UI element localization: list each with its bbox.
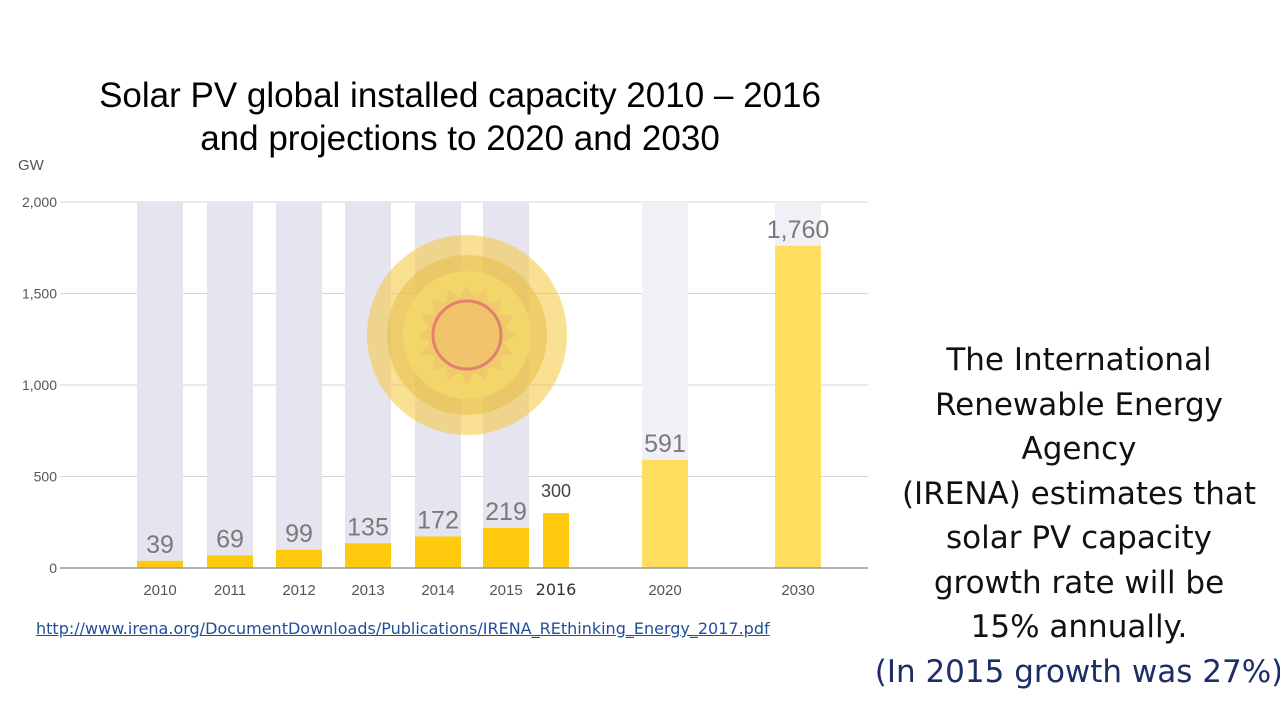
x-tick-label: 2020: [648, 582, 681, 599]
sun-icon: [367, 235, 567, 435]
data-label: 1,760: [767, 216, 830, 244]
data-label: 135: [347, 513, 389, 541]
bar: [775, 245, 821, 569]
irena-note: The International Renewable Energy Agenc…: [874, 338, 1280, 694]
y-axis-label: GW: [18, 157, 45, 174]
x-tick-label: 2014: [421, 582, 454, 599]
x-tick-label: 2013: [351, 582, 384, 599]
y-tick-label: 2,000: [22, 194, 57, 210]
y-tick-label: 1,000: [22, 377, 57, 393]
x-tick-label: 2011: [214, 582, 246, 599]
data-label: 39: [146, 531, 174, 559]
bar-chart: 39 69 99 135 172 219 300 591 1,760 0 500 1,000 1,50…: [18, 157, 868, 599]
x-tick-label: 2016: [536, 580, 577, 599]
chart-title-line-1: Solar PV global installed capacity 2010 …: [99, 76, 821, 115]
chart-title-line-2: and projections to 2020 and 2030: [200, 119, 720, 158]
background-column: [207, 202, 253, 568]
data-label: 219: [485, 498, 527, 526]
bar: [207, 555, 253, 568]
note-line: Renewable Energy Agency: [934, 386, 1224, 468]
note-highlight: (In 2015 growth was 27%): [874, 653, 1280, 690]
bars: [137, 245, 821, 569]
bar: [345, 543, 391, 568]
y-tick-label: 1,500: [22, 286, 57, 302]
background-column: [276, 202, 322, 568]
sun-core: [431, 299, 503, 371]
note-line: solar PV capacity: [946, 520, 1212, 556]
note-line: The International: [946, 342, 1212, 378]
data-label: 69: [216, 525, 244, 553]
note-line: growth rate will be: [933, 564, 1225, 601]
axes: 0 500 1,000 1,500 2,000 GW 2010 2011 2012 2013 201…: [18, 157, 868, 599]
data-labels: 39 69 99 135 172 219 300 591 1,760: [146, 216, 829, 559]
bar: [642, 459, 688, 568]
y-tick-label: 0: [49, 560, 57, 576]
bar: [137, 560, 183, 568]
bar: [276, 549, 322, 568]
note-line: 15% annually.: [970, 609, 1188, 645]
x-tick-label: 2030: [781, 582, 814, 599]
bar: [483, 527, 529, 568]
source-link[interactable]: http://www.irena.org/DocumentDownloads/P…: [36, 619, 770, 638]
bar: [543, 513, 569, 568]
bar: [415, 536, 461, 568]
data-label: 300: [541, 481, 571, 501]
x-tick-label: 2010: [143, 582, 176, 599]
data-label: 99: [285, 520, 313, 548]
data-label: 172: [417, 507, 459, 535]
y-tick-label: 500: [34, 469, 58, 485]
chart-title: Solar PV global installed capacity 2010 …: [40, 74, 880, 160]
x-tick-label: 2015: [489, 582, 522, 599]
data-label: 591: [644, 430, 686, 458]
x-tick-label: 2012: [282, 582, 315, 599]
note-line: (IRENA) estimates that: [901, 475, 1257, 512]
background-column: [137, 202, 183, 568]
